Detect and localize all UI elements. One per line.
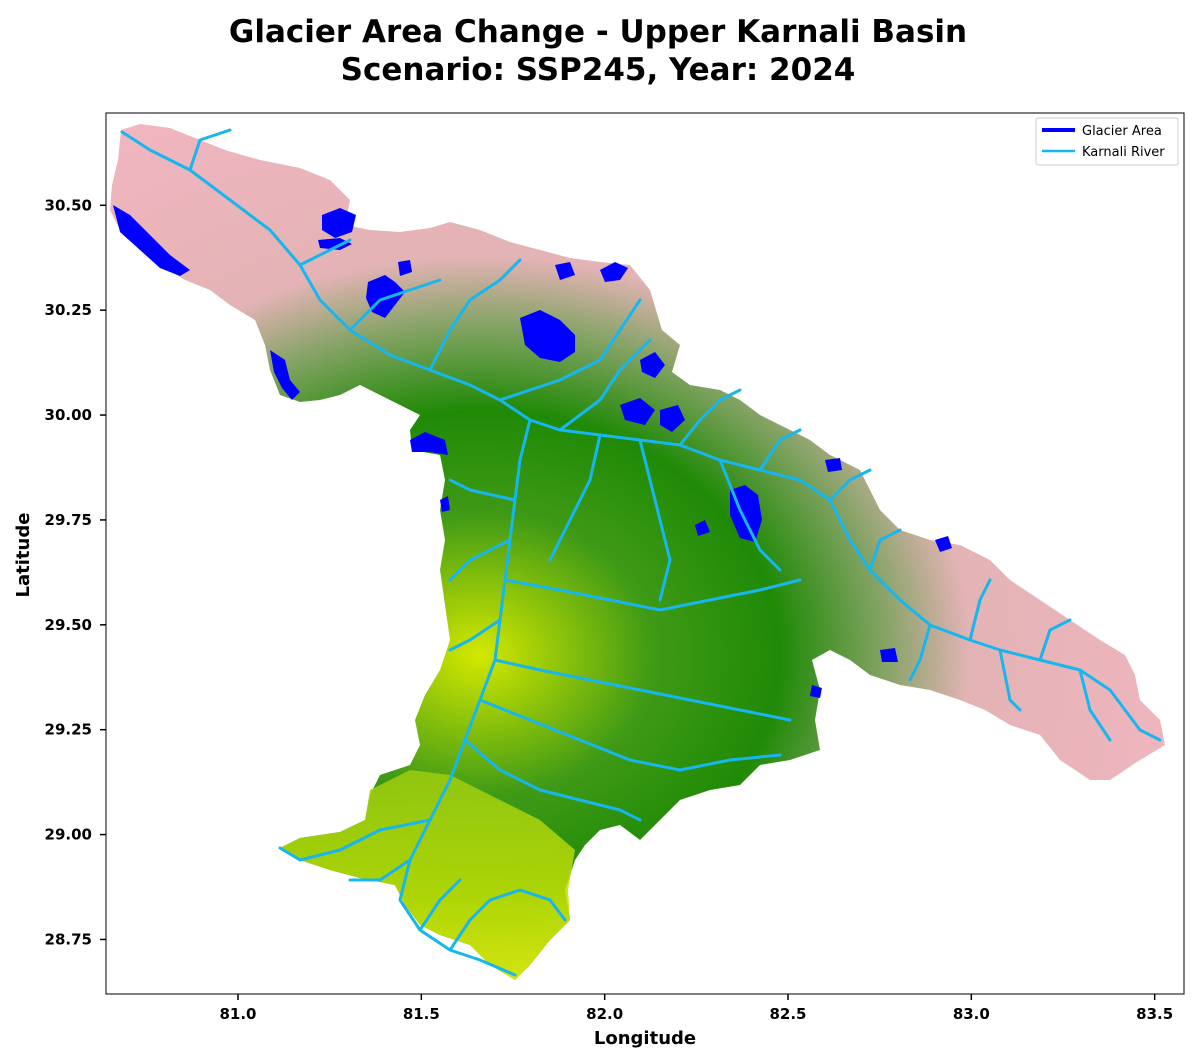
x-tick-label: 81.0: [219, 1005, 256, 1023]
y-tick-label: 30.25: [45, 301, 92, 319]
y-tick-label: 29.75: [45, 511, 92, 529]
y-tick-label: 29.25: [45, 721, 92, 739]
y-axis: 30.50 30.25 30.00 29.75 29.50 29.25 29.00 28.75: [45, 196, 106, 948]
y-tick-label: 28.75: [45, 930, 92, 948]
y-axis-label: Latitude: [13, 513, 34, 598]
basin-terrain: [110, 124, 1165, 980]
x-axis-label: Longitude: [594, 1028, 696, 1049]
y-tick-label: 30.00: [45, 406, 92, 424]
x-tick-label: 83.5: [1136, 1005, 1173, 1023]
x-tick-label: 81.5: [403, 1005, 440, 1023]
map-title: Glacier Area Change - Upper Karnali Basi…: [228, 14, 968, 50]
map-subtitle: Scenario: SSP245, Year: 2024: [340, 52, 856, 88]
karnali-river: [120, 128, 1162, 977]
x-axis: 81.0 81.5 82.0 82.5 83.0 83.5: [219, 994, 1173, 1023]
x-tick-label: 82.5: [769, 1005, 806, 1023]
lowland-terrain: [280, 770, 575, 980]
x-tick-label: 82.0: [586, 1005, 623, 1023]
legend-glacier-label: Glacier Area: [1082, 124, 1162, 139]
glacier-area: [113, 205, 952, 698]
y-tick-label: 30.50: [45, 196, 92, 214]
y-tick-label: 29.00: [45, 826, 92, 844]
legend: Glacier Area Karnali River: [1035, 117, 1179, 166]
x-tick-label: 83.0: [953, 1005, 990, 1023]
legend-river-label: Karnali River: [1082, 145, 1165, 160]
y-tick-label: 29.50: [45, 616, 92, 634]
